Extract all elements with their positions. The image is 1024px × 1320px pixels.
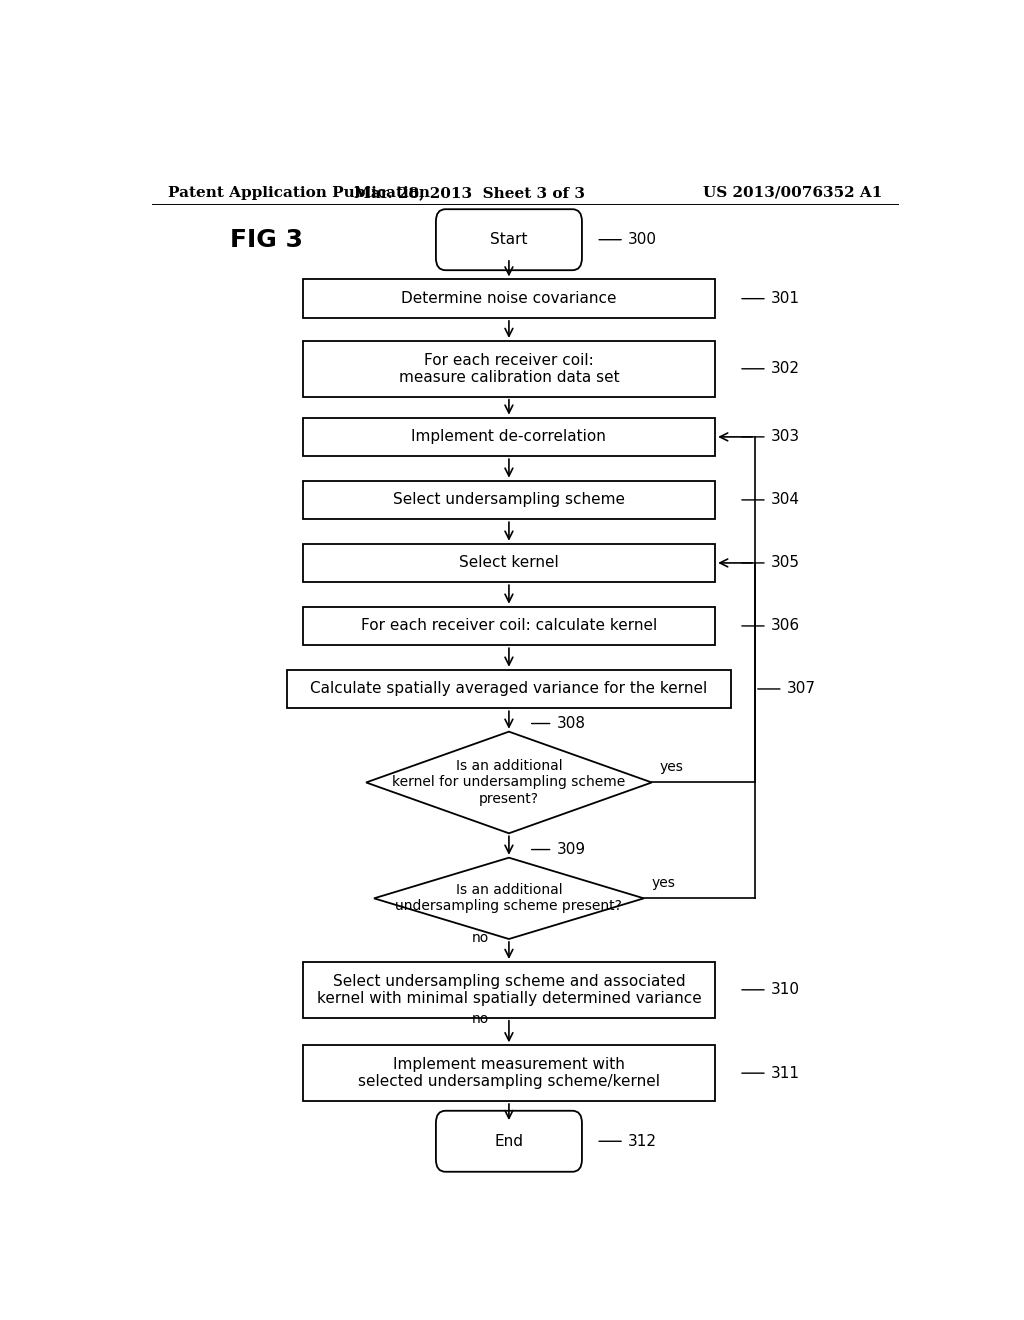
Text: Calculate spatially averaged variance for the kernel: Calculate spatially averaged variance fo… [310,681,708,697]
Text: yes: yes [659,760,684,775]
FancyBboxPatch shape [303,417,715,457]
Text: 310: 310 [771,982,800,998]
Text: 304: 304 [771,492,800,507]
FancyBboxPatch shape [436,210,582,271]
Text: no: no [472,1012,489,1027]
FancyBboxPatch shape [287,669,731,709]
FancyBboxPatch shape [303,1045,715,1101]
Text: Select undersampling scheme and associated
kernel with minimal spatially determi: Select undersampling scheme and associat… [316,974,701,1006]
Text: 312: 312 [628,1134,657,1148]
Text: 307: 307 [786,681,816,697]
Text: Is an additional
undersampling scheme present?: Is an additional undersampling scheme pr… [395,883,623,913]
Text: Patent Application Publication: Patent Application Publication [168,186,430,199]
Text: 305: 305 [771,556,800,570]
FancyBboxPatch shape [303,280,715,318]
Text: US 2013/0076352 A1: US 2013/0076352 A1 [702,186,882,199]
Text: FIG 3: FIG 3 [230,228,303,252]
FancyBboxPatch shape [303,962,715,1018]
Text: 309: 309 [557,842,586,857]
Text: 301: 301 [771,292,800,306]
Text: End: End [495,1134,523,1148]
Text: Start: Start [490,232,527,247]
FancyBboxPatch shape [303,607,715,645]
FancyBboxPatch shape [303,544,715,582]
Text: 302: 302 [771,362,800,376]
Text: For each receiver coil:
measure calibration data set: For each receiver coil: measure calibrat… [398,352,620,385]
Text: Implement de-correlation: Implement de-correlation [412,429,606,445]
Text: 308: 308 [557,715,586,731]
Text: Mar. 28, 2013  Sheet 3 of 3: Mar. 28, 2013 Sheet 3 of 3 [353,186,585,199]
Text: 311: 311 [771,1065,800,1081]
Text: 300: 300 [628,232,657,247]
Text: 303: 303 [771,429,800,445]
FancyBboxPatch shape [303,341,715,397]
Text: yes: yes [652,876,676,890]
Text: Select undersampling scheme: Select undersampling scheme [393,492,625,507]
Text: Implement measurement with
selected undersampling scheme/kernel: Implement measurement with selected unde… [358,1057,659,1089]
Text: 306: 306 [771,619,800,634]
Text: Determine noise covariance: Determine noise covariance [401,292,616,306]
Text: Is an additional
kernel for undersampling scheme
present?: Is an additional kernel for undersamplin… [392,759,626,805]
Polygon shape [367,731,651,833]
FancyBboxPatch shape [303,480,715,519]
Text: Select kernel: Select kernel [459,556,559,570]
Polygon shape [374,858,644,939]
FancyBboxPatch shape [436,1110,582,1172]
Text: no: no [472,932,489,945]
Text: For each receiver coil: calculate kernel: For each receiver coil: calculate kernel [360,619,657,634]
